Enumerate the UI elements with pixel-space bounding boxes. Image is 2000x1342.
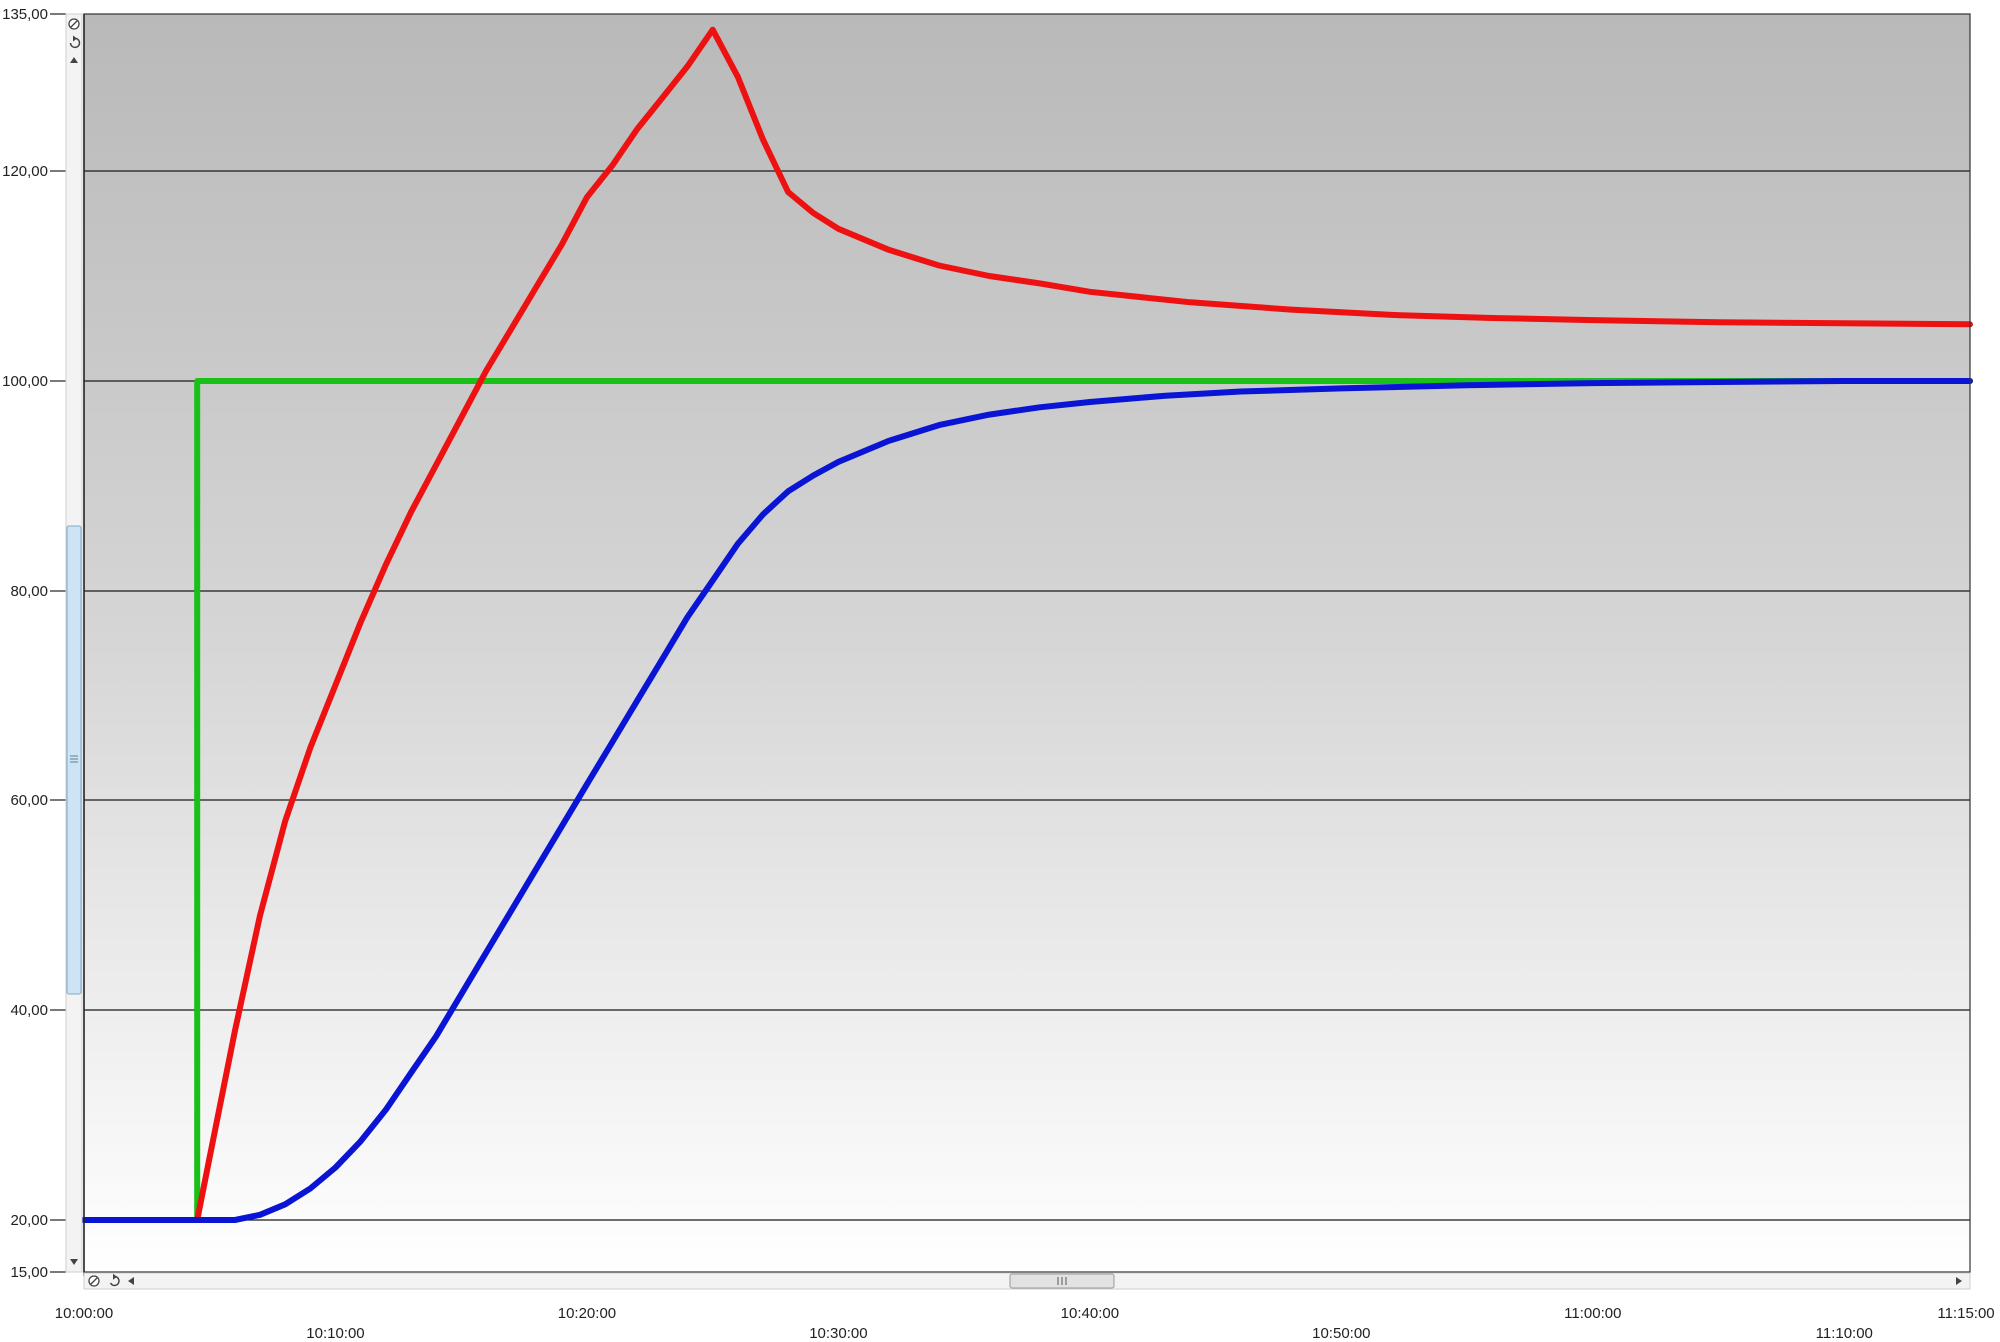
blue-series-line xyxy=(81,378,1973,1223)
x-tick-label: 10:30:00 xyxy=(809,1325,867,1342)
x-tick-label: 10:10:00 xyxy=(306,1325,364,1342)
plot-area-background xyxy=(84,14,1970,1272)
zoom-reset-icon-bottom[interactable] xyxy=(88,1275,100,1287)
zoom-reset-icon[interactable] xyxy=(68,18,80,30)
x-tick-label: 10:00:00 xyxy=(55,1305,113,1322)
x-tick-label: 11:10:00 xyxy=(1816,1325,1873,1342)
x-axis-ticks: 10:00:00 10:10:00 10:20:00 10:30:00 10:40:00… xyxy=(55,1305,1995,1342)
y-tick-label: 100,00 xyxy=(2,373,48,390)
red-series-line xyxy=(81,26,1973,1223)
y-tick-label: 135,00 xyxy=(2,6,48,23)
x-tick-label: 10:40:00 xyxy=(1061,1305,1119,1322)
y-tick-label: 80,00 xyxy=(10,583,48,600)
y-tick-label: 15,00 xyxy=(10,1264,48,1281)
x-tick-label: 11:00:00 xyxy=(1564,1305,1621,1322)
scroll-left-icon[interactable] xyxy=(128,1277,134,1285)
x-tick-label: 10:20:00 xyxy=(558,1305,616,1322)
scroll-right-icon[interactable] xyxy=(1956,1277,1962,1285)
refresh-icon[interactable] xyxy=(69,35,81,49)
x-tick-label: 11:15:00 xyxy=(1937,1305,1994,1322)
series-group xyxy=(81,26,1973,1223)
vertical-scroll-thumb[interactable] xyxy=(66,525,82,995)
scroll-down-icon[interactable] xyxy=(70,1259,78,1265)
y-tick-label: 40,00 xyxy=(10,1002,48,1019)
refresh-icon-bottom[interactable] xyxy=(109,1273,120,1287)
vertical-scrollbar[interactable] xyxy=(65,13,83,1273)
scroll-up-icon[interactable] xyxy=(70,57,78,63)
grip-lines-icon-horizontal xyxy=(1057,1277,1067,1285)
y-tick-label: 20,00 xyxy=(10,1212,48,1229)
horizontal-scrollbar[interactable] xyxy=(83,1272,1971,1290)
y-tick-label: 60,00 xyxy=(10,792,48,809)
y-tick-label: 120,00 xyxy=(2,163,48,180)
grip-lines-icon xyxy=(70,755,78,763)
y-axis-ticks: 135,00 120,00 100,00 80,00 60,00 40,00 20,00 15… xyxy=(2,6,66,1281)
x-tick-label: 10:50:00 xyxy=(1312,1325,1370,1342)
